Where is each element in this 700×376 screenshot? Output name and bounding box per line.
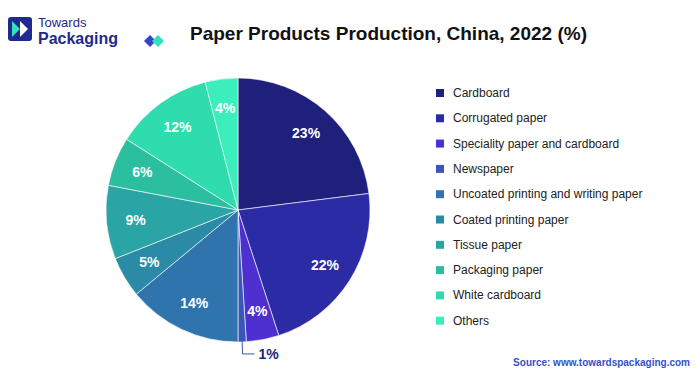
- legend-swatch: [436, 241, 444, 249]
- legend-swatch: [436, 291, 444, 299]
- background: [0, 0, 700, 376]
- legend-swatch: [436, 89, 444, 97]
- brand-line: Packaging: [38, 30, 118, 47]
- logo-diamond: [152, 35, 164, 47]
- source-note: Source: www.towardspackaging.com: [513, 357, 690, 368]
- legend-label: Tissue paper: [453, 238, 522, 252]
- legend-swatch: [436, 317, 444, 325]
- pie: [106, 78, 370, 342]
- pie-slice: [238, 193, 370, 335]
- pie-slice: [238, 210, 246, 342]
- legend-label: Packaging paper: [453, 263, 543, 277]
- leader-line: [242, 338, 255, 354]
- legend-label: Newspaper: [453, 162, 514, 176]
- logo-icon: [8, 17, 32, 41]
- pie-slice: [238, 78, 369, 210]
- legend-label: White cardboard: [453, 288, 541, 302]
- legend-label: Uncoated printing and writing paper: [453, 187, 642, 201]
- chart-root: TowardsPackaging Paper Products Productio…: [0, 0, 700, 376]
- legend-swatch: [436, 114, 444, 122]
- legend-label: Speciality paper and cardboard: [453, 137, 619, 151]
- data-label: 9%: [125, 212, 146, 228]
- legend-label: Corrugated paper: [453, 111, 547, 125]
- chart-svg: TowardsPackaging Paper Products Productio…: [0, 0, 700, 376]
- brand-line: Towards: [38, 15, 87, 30]
- data-labels: 23% 22% 4% 1% 14% 5% 9% 6% 12% 4%: [125, 100, 339, 362]
- pie-slice: [238, 210, 279, 342]
- logo-icon-arrow: [12, 21, 20, 37]
- data-label: 14%: [180, 295, 209, 311]
- brand-logo: TowardsPackaging: [8, 15, 118, 47]
- legend-label: Others: [453, 314, 489, 328]
- legend-swatch: [436, 266, 444, 274]
- data-label: 6%: [132, 164, 153, 180]
- legend: Cardboard Corrugated paper Speciality pape…: [436, 86, 642, 328]
- pie-slice: [205, 78, 238, 210]
- chart-title: Paper Products Production, China, 2022 (…: [190, 23, 587, 44]
- legend-swatch: [436, 216, 444, 224]
- legend-swatch: [436, 165, 444, 173]
- legend-label: Cardboard: [453, 86, 510, 100]
- data-label: 4%: [247, 303, 268, 319]
- legend-swatch: [436, 140, 444, 148]
- data-label: 23%: [292, 125, 321, 141]
- data-label: 4%: [215, 100, 236, 116]
- data-label: 5%: [139, 254, 160, 270]
- legend-swatch: [436, 190, 444, 198]
- logo-icon-arrow: [20, 21, 28, 37]
- legend-label: Coated printing paper: [453, 213, 568, 227]
- data-label: 1%: [259, 346, 280, 362]
- data-label: 22%: [311, 257, 340, 273]
- data-label: 12%: [163, 119, 192, 135]
